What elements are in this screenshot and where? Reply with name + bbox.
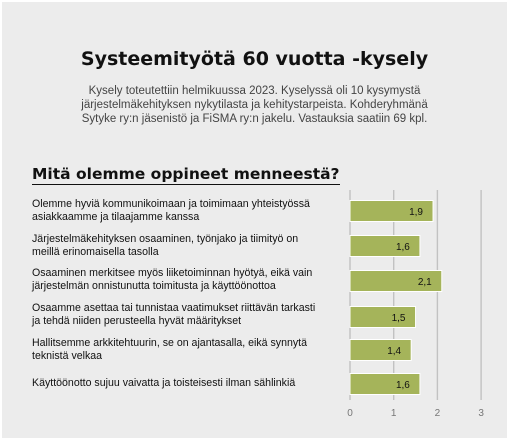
section-title: Mitä olemme oppineet menneestä? bbox=[32, 165, 340, 185]
bar-value-label: 1,6 bbox=[396, 380, 410, 391]
bar bbox=[349, 235, 421, 257]
x-tick-label: 0 bbox=[347, 408, 353, 419]
category-label-line: Osaamme asettaa tai tunnistaa vaatimukse… bbox=[32, 302, 316, 314]
category-label: Osaamme asettaa tai tunnistaa vaatimukse… bbox=[32, 302, 337, 327]
category-label-line: järjestelmän onnistunutta toimitusta ja … bbox=[32, 279, 276, 292]
category-label-line: Osaaminen merkitsee myös liiketoiminnan … bbox=[32, 267, 313, 279]
bar bbox=[349, 373, 421, 395]
intro-line: Kysely toteutettiin helmikuussa 2023. Ky… bbox=[88, 85, 421, 97]
category-label-line: teknistä velkaa bbox=[32, 349, 103, 362]
survey-card: Systeemityötä 60 vuotta -kysely Kysely t… bbox=[2, 2, 507, 438]
category-label: Osaaminen merkitsee myös liiketoiminnan … bbox=[32, 267, 337, 292]
category-label: Hallitsemme arkkitehtuurin, se on ajanta… bbox=[32, 337, 337, 362]
bar-chart: 1,9 1,6 2,1 1,5 1,4 1,6 0 1 2 3 bbox=[347, 190, 484, 419]
bar bbox=[349, 200, 434, 222]
page-title: Systeemityötä 60 vuotta -kysely bbox=[80, 48, 429, 70]
category-label-line: meillä erinomaisella tasolla bbox=[32, 245, 159, 258]
x-tick-label: 2 bbox=[435, 408, 441, 419]
category-label-line: asiakkaamme ja tilaajamme kanssa bbox=[32, 210, 200, 223]
category-label: Järjestelmäkehityksen osaaminen, työnjak… bbox=[32, 233, 337, 258]
bar bbox=[349, 306, 417, 328]
category-label-line: Olemme hyviä kommunikoimaan ja toimimaan… bbox=[32, 198, 310, 210]
category-label-line: Hallitsemme arkkitehtuurin, se on ajanta… bbox=[32, 337, 307, 349]
category-label: Olemme hyviä kommunikoimaan ja toimimaan… bbox=[32, 198, 337, 223]
bar-value-label: 1,5 bbox=[392, 313, 406, 324]
category-label-line: ja tehdä niiden perusteella hyvät määrit… bbox=[32, 314, 242, 327]
category-label: Käyttöönotto sujuu vaivatta ja toisteise… bbox=[32, 377, 337, 390]
intro-line: järjestelmäkehityksen nykytilasta ja keh… bbox=[81, 99, 428, 111]
bar-value-label: 1,4 bbox=[387, 346, 401, 357]
intro-text: Kysely toteutettiin helmikuussa 2023. Ky… bbox=[42, 84, 467, 126]
bar-value-label: 2,1 bbox=[418, 277, 432, 288]
bar bbox=[349, 270, 443, 292]
x-tick-label: 1 bbox=[391, 408, 397, 419]
bar bbox=[349, 339, 412, 361]
x-tick-label: 3 bbox=[478, 408, 484, 419]
bar-value-label: 1,9 bbox=[409, 207, 423, 218]
category-label-line: Järjestelmäkehityksen osaaminen, työnjak… bbox=[32, 233, 299, 245]
bar-value-label: 1,6 bbox=[396, 242, 410, 253]
category-label-line: Käyttöönotto sujuu vaivatta ja toisteise… bbox=[32, 377, 296, 389]
intro-line: Sytyke ry:n jäsenistö ja FiSMA ry:n jake… bbox=[81, 113, 428, 125]
